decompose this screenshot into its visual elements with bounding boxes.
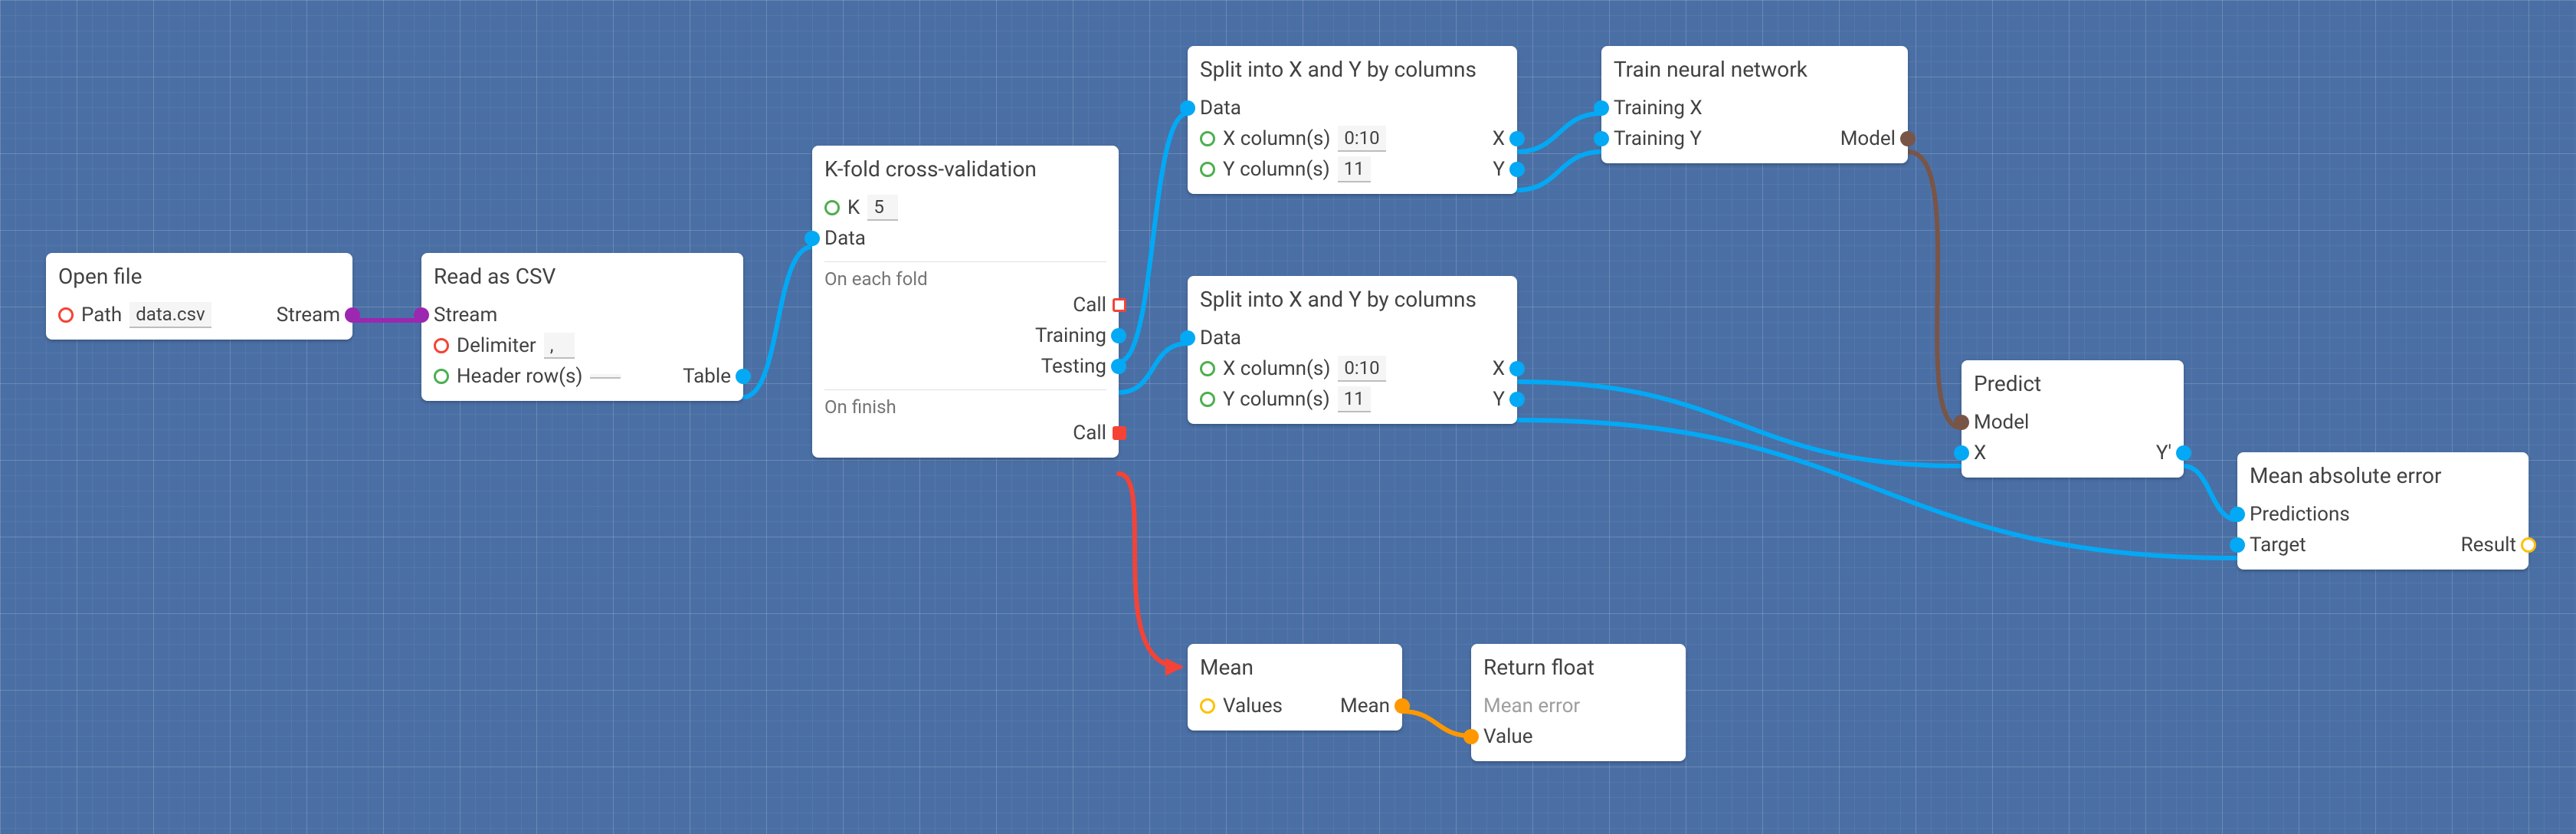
node-read-csv[interactable]: Read as CSV Stream Delimiter , Header ro… — [421, 253, 743, 401]
port-path-circle — [58, 307, 74, 323]
ycol-value[interactable]: 11 — [1338, 386, 1371, 412]
x-out-label: X — [1493, 357, 1505, 380]
yprime-out-label: Y' — [2156, 442, 2171, 465]
port-call2-out[interactable] — [1113, 426, 1126, 440]
testing-label: Testing — [1041, 355, 1106, 378]
port-target-in[interactable] — [2230, 537, 2245, 553]
port-header-circle — [434, 369, 449, 384]
training-x-label: Training X — [1614, 97, 1703, 120]
port-data-in[interactable] — [805, 231, 820, 246]
predictions-label: Predictions — [2250, 503, 2350, 526]
y-out-label: Y — [1493, 158, 1505, 181]
port-stream-out[interactable] — [345, 307, 360, 323]
node-mae[interactable]: Mean absolute error Predictions Target R… — [2237, 452, 2528, 570]
header-label: Header row(s) — [457, 365, 582, 388]
port-x-out[interactable] — [1509, 361, 1525, 376]
port-training-y-in[interactable] — [1594, 131, 1609, 146]
x-label: X — [1974, 442, 1986, 465]
stream-out-label: Stream — [277, 304, 340, 327]
result-out-label: Result — [2461, 534, 2516, 557]
node-predict[interactable]: Predict Model X Y' — [1961, 360, 2184, 478]
port-ycol-circle — [1200, 162, 1215, 177]
port-testing-out[interactable] — [1111, 359, 1126, 374]
delimiter-value[interactable]: , — [544, 333, 575, 359]
port-stream-in[interactable] — [414, 307, 429, 323]
data-label: Data — [824, 227, 866, 250]
k-label: K — [847, 196, 860, 219]
node-split-2[interactable]: Split into X and Y by columns Data X col… — [1188, 276, 1517, 424]
port-value-in[interactable] — [1463, 729, 1479, 744]
node-title: Return float — [1483, 655, 1673, 680]
call1-label: Call — [1073, 294, 1106, 317]
xcol-label: X column(s) — [1223, 357, 1330, 380]
port-model-out[interactable] — [1900, 131, 1916, 146]
port-x-out[interactable] — [1509, 131, 1525, 146]
port-k-circle — [824, 200, 840, 215]
port-data-in[interactable] — [1180, 100, 1195, 116]
xcol-value[interactable]: 0:10 — [1338, 356, 1385, 382]
path-value[interactable]: data.csv — [129, 302, 211, 328]
training-label: Training — [1035, 324, 1106, 347]
target-label: Target — [2250, 534, 2306, 557]
node-title: Mean — [1200, 655, 1390, 680]
port-ycol-circle — [1200, 392, 1215, 407]
node-title: Mean absolute error — [2250, 463, 2516, 488]
model-label: Model — [1974, 411, 2029, 434]
node-title: Open file — [58, 264, 340, 289]
node-split-1[interactable]: Split into X and Y by columns Data X col… — [1188, 46, 1517, 194]
ycol-value[interactable]: 11 — [1338, 156, 1371, 182]
port-training-x-in[interactable] — [1594, 100, 1609, 116]
x-out-label: X — [1493, 127, 1505, 150]
node-title: Predict — [1974, 371, 2171, 396]
port-data-in[interactable] — [1180, 330, 1195, 346]
port-x-in[interactable] — [1954, 445, 1969, 461]
node-title: Read as CSV — [434, 264, 731, 289]
path-label: Path — [81, 304, 122, 327]
node-open-file[interactable]: Open file Path data.csv Stream — [46, 253, 352, 340]
table-out-label: Table — [683, 365, 731, 388]
xcol-label: X column(s) — [1223, 127, 1330, 150]
mean-error-subtle: Mean error — [1483, 694, 1580, 717]
data-label: Data — [1200, 97, 1241, 120]
node-title: Split into X and Y by columns — [1200, 287, 1505, 312]
ycol-label: Y column(s) — [1223, 158, 1330, 181]
node-mean[interactable]: Mean Values Mean — [1188, 644, 1402, 731]
stream-in-label: Stream — [434, 304, 497, 327]
node-train[interactable]: Train neural network Training X Training… — [1601, 46, 1908, 163]
node-return-float[interactable]: Return float Mean error Value — [1471, 644, 1686, 761]
port-result-out[interactable] — [2521, 537, 2536, 553]
port-model-in[interactable] — [1954, 415, 1969, 430]
port-values-circle — [1200, 698, 1215, 714]
section-on-each-fold: On each fold — [824, 261, 1106, 290]
y-out-label: Y — [1493, 388, 1505, 411]
mean-out-label: Mean — [1340, 694, 1390, 717]
call2-label: Call — [1073, 422, 1106, 445]
values-label: Values — [1223, 694, 1283, 717]
node-title: Train neural network — [1614, 57, 1896, 82]
training-y-label: Training Y — [1614, 127, 1702, 150]
header-value[interactable] — [590, 374, 621, 379]
node-kfold[interactable]: K-fold cross-validation K 5 Data On each… — [812, 146, 1119, 458]
section-on-finish: On finish — [824, 389, 1106, 418]
xcol-value[interactable]: 0:10 — [1338, 126, 1385, 152]
port-call1-out[interactable] — [1113, 298, 1126, 312]
data-label: Data — [1200, 327, 1241, 350]
node-title: Split into X and Y by columns — [1200, 57, 1505, 82]
node-title: K-fold cross-validation — [824, 156, 1106, 182]
port-y-out[interactable] — [1509, 392, 1525, 407]
port-mean-out[interactable] — [1395, 698, 1410, 714]
port-yprime-out[interactable] — [2176, 445, 2191, 461]
port-xcol-circle — [1200, 361, 1215, 376]
k-value[interactable]: 5 — [867, 195, 898, 221]
model-out-label: Model — [1840, 127, 1896, 150]
port-y-out[interactable] — [1509, 162, 1525, 177]
port-training-out[interactable] — [1111, 328, 1126, 343]
port-predictions-in[interactable] — [2230, 507, 2245, 522]
port-table-out[interactable] — [736, 369, 751, 384]
delimiter-label: Delimiter — [457, 334, 536, 357]
port-xcol-circle — [1200, 131, 1215, 146]
value-label: Value — [1483, 725, 1533, 748]
ycol-label: Y column(s) — [1223, 388, 1330, 411]
port-delimiter-circle — [434, 338, 449, 353]
